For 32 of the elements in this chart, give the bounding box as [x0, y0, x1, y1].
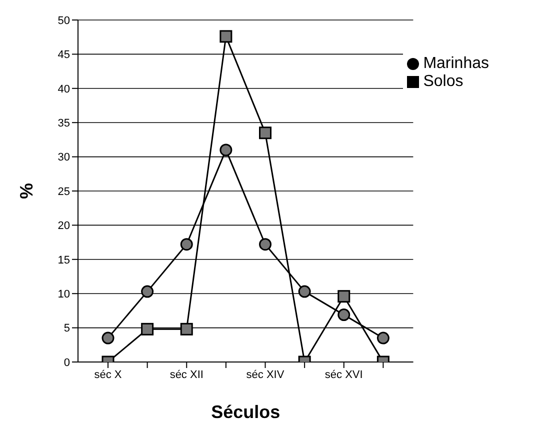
y-tick-label: 10 [58, 288, 70, 301]
legend-label: Marinhas [423, 55, 489, 72]
y-tick-label: 15 [58, 254, 70, 266]
y-tick-label: 30 [58, 152, 70, 164]
point [376, 332, 390, 344]
point [180, 322, 193, 336]
point [180, 238, 193, 251]
y-axis-title: % [16, 182, 36, 200]
x-tick-label: séc X [94, 368, 122, 381]
y-tick-label: 50 [58, 14, 70, 27]
y-tick-label: 20 [58, 220, 70, 232]
point [220, 30, 232, 43]
x-tick-label: séc XIV [246, 368, 285, 381]
y-tick-label: 35 [58, 118, 70, 130]
point [259, 126, 272, 140]
legend-label: Solos [423, 73, 464, 90]
point [298, 285, 311, 298]
point [220, 144, 232, 156]
y-tick-label: 0 [64, 356, 70, 369]
point [141, 285, 154, 298]
point [338, 290, 350, 303]
x-tick-label: séc XVI [324, 368, 363, 381]
point [259, 238, 272, 251]
point [338, 308, 350, 322]
y-tick-label: 40 [58, 83, 70, 96]
y-tick-label: 25 [58, 186, 70, 198]
y-tick-label: 45 [58, 49, 70, 62]
y-tick-label: 5 [64, 322, 70, 335]
x-tick-label: séc XII [170, 368, 204, 381]
point [102, 332, 114, 344]
x-axis-title: Séculos [211, 402, 280, 422]
point [141, 322, 154, 336]
